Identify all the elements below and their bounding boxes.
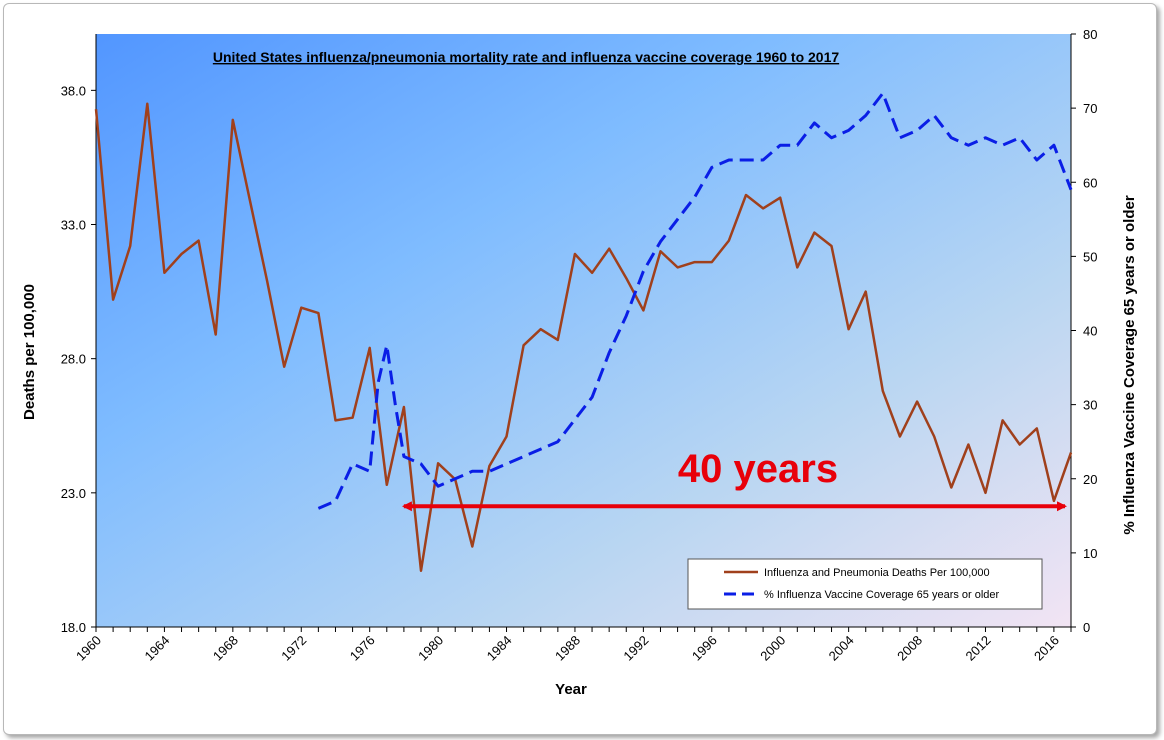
x-tick-label: 1996 (689, 633, 720, 664)
left-tick-label: 23.0 (61, 486, 86, 501)
x-tick-label: 2004 (826, 633, 857, 664)
x-tick-label: 1980 (415, 633, 446, 664)
right-tick-label: 60 (1083, 175, 1097, 190)
right-tick-label: 0 (1083, 620, 1090, 635)
x-axis-title: Year (555, 681, 587, 698)
legend: Influenza and Pneumonia Deaths Per 100,0… (687, 558, 1043, 610)
x-tick-label: 2008 (894, 633, 925, 664)
x-tick-label: 1976 (347, 633, 378, 664)
y-axis-right-title: % Influenza Vaccine Coverage 65 years or… (1121, 195, 1138, 534)
right-tick-label: 50 (1083, 249, 1097, 264)
x-tick-label: 2016 (1031, 633, 1062, 664)
right-tick-label: 80 (1083, 27, 1097, 42)
left-axis: 18.0 23.0 28.0 33.0 38.0 (61, 34, 97, 635)
x-tick-label: 1964 (141, 633, 172, 664)
x-tick-label: 1968 (210, 633, 241, 664)
left-tick-label: 33.0 (61, 218, 86, 233)
legend-box (687, 558, 1043, 610)
x-tick-label: 2000 (757, 633, 788, 664)
chart-title: United States influenza/pneumonia mortal… (213, 49, 840, 65)
legend-label-deaths: Influenza and Pneumonia Deaths Per 100,0… (764, 567, 990, 579)
left-tick-label: 18.0 (61, 620, 86, 635)
right-tick-label: 10 (1083, 546, 1097, 561)
x-tick-label: 1972 (278, 633, 309, 664)
left-tick-label: 38.0 (61, 83, 86, 98)
x-tick-label: 1992 (620, 633, 651, 664)
right-tick-label: 30 (1083, 398, 1097, 413)
series-layer (94, 91, 1073, 572)
right-tick-label: 20 (1083, 472, 1097, 487)
series-deaths-line (94, 102, 1073, 572)
left-tick-label: 28.0 (61, 352, 86, 367)
x-tick-label: 1984 (484, 633, 515, 664)
y-axis-left-title: Deaths per 100,000 (21, 284, 38, 420)
x-tick-label: 2012 (963, 633, 994, 664)
annotation-text: 40 years (678, 447, 838, 491)
right-tick-label: 40 (1083, 324, 1097, 339)
x-tick-label: 1960 (73, 633, 104, 664)
legend-label-vaccine: % Influenza Vaccine Coverage 65 years or… (764, 589, 1000, 601)
x-axis: 1960 1964 1968 1972 1976 1980 1984 1988 1992 1996… (73, 626, 1072, 664)
series-vaccine-line (317, 91, 1073, 510)
x-tick-label: 1988 (552, 633, 583, 664)
right-tick-label: 70 (1083, 101, 1097, 116)
right-axis: 0 10 20 30 40 50 60 70 80 (1070, 27, 1097, 635)
